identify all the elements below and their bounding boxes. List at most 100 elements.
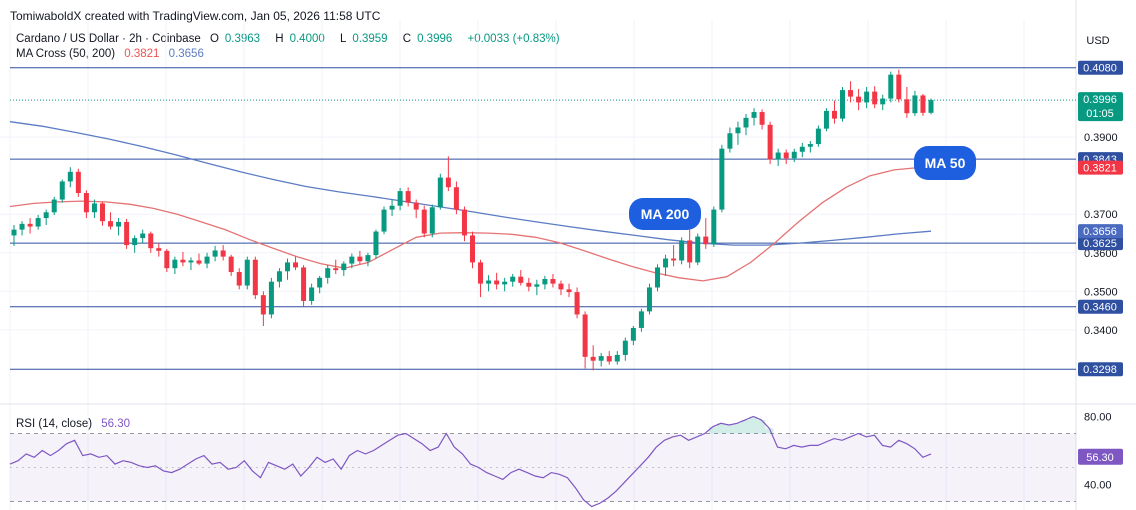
ma50-annotation-text: MA 50	[925, 155, 966, 171]
candle-body	[646, 287, 652, 312]
candle-body	[397, 191, 403, 206]
candle-body	[542, 278, 548, 285]
candle-body	[453, 187, 459, 210]
candle-body	[775, 152, 781, 160]
candle-body	[566, 289, 572, 293]
candle-body	[228, 256, 234, 273]
rsi-overbought-fill	[716, 423, 725, 434]
rsi-value-badge-text: 56.30	[1086, 452, 1114, 464]
price-tick-label: 0.3700	[1084, 209, 1118, 221]
level-badge: 0.3625	[1078, 236, 1123, 251]
candles	[11, 69, 934, 371]
candle-body	[156, 248, 162, 251]
candle-body	[325, 268, 331, 278]
ma50-value: 0.3821	[124, 48, 160, 60]
candle-body	[727, 133, 733, 149]
ma50-annotation: MA 50	[914, 146, 976, 180]
rsi-overbought-fill	[733, 423, 742, 434]
rsi-overbought-fill	[708, 426, 717, 434]
ma200-badge: 0.3656	[1078, 224, 1123, 239]
level-badge: 0.3460	[1078, 299, 1123, 314]
candle-body	[108, 221, 114, 227]
candle-body	[413, 202, 419, 210]
candle-body	[27, 223, 33, 227]
ohlc-low: L 0.3959	[339, 33, 388, 45]
candle-body	[252, 259, 258, 296]
candle-body	[655, 267, 661, 288]
candle-body	[244, 259, 250, 286]
rsi-axis-label: 80.00	[1084, 412, 1112, 424]
candle-body	[695, 236, 701, 263]
candle-body	[743, 117, 749, 128]
ma-cross-legend[interactable]: MA Cross (50, 200) 0.3821 0.3656	[16, 48, 210, 60]
symbol-name[interactable]: Cardano / US Dollar · 2h · Coinbase	[16, 33, 201, 45]
candle-body	[687, 240, 693, 263]
rsi-axis-label: 40.00	[1084, 480, 1112, 492]
candle-body	[148, 233, 154, 249]
candle-body	[445, 177, 451, 188]
ma200-value: 0.3656	[168, 48, 204, 60]
candle-body	[172, 259, 178, 269]
candle-body	[614, 354, 620, 362]
ma200-line	[9, 121, 932, 246]
candle-body	[91, 203, 97, 213]
price-tick-label: 0.3600	[1084, 248, 1118, 260]
candle-body	[268, 281, 274, 315]
level-badge-bg	[1078, 299, 1123, 314]
rsi-label: RSI (14, close)	[16, 418, 93, 430]
ma200-annotation-text: MA 200	[641, 206, 690, 222]
candle-body	[767, 124, 773, 160]
chart-credit: TomiwaboldX created with TradingView.com…	[10, 9, 381, 23]
candle-body	[140, 233, 146, 239]
candle-body	[132, 238, 138, 246]
candle-body	[799, 146, 805, 152]
candle-body	[848, 90, 854, 97]
candle-body	[301, 267, 307, 301]
candle-body	[59, 181, 65, 200]
candle-body	[719, 148, 725, 210]
level-badge: 0.3298	[1078, 362, 1123, 377]
candle-body	[831, 110, 837, 119]
candle-body	[888, 74, 894, 99]
candle-body	[807, 144, 813, 147]
candle-body	[470, 235, 475, 263]
candle-body	[196, 260, 202, 264]
candle-body	[357, 256, 363, 262]
rsi-overbought-fill	[749, 416, 758, 434]
candle-body	[679, 240, 685, 261]
candle-body	[550, 278, 556, 284]
candle-body	[751, 112, 757, 118]
price-tick-label: 0.3400	[1084, 325, 1118, 337]
level-badge-text: 0.3298	[1083, 364, 1117, 376]
ma50-annotation-bubble	[914, 146, 976, 180]
candle-body	[663, 258, 669, 268]
candle-body	[872, 91, 878, 105]
candle-body	[622, 340, 628, 355]
ma-cross-label: MA Cross (50, 200)	[16, 48, 116, 60]
rsi-legend[interactable]: RSI (14, close) 56.30	[16, 418, 136, 430]
candle-body	[630, 327, 636, 341]
rsi-overbought-fill	[765, 428, 774, 434]
candle-body	[896, 74, 902, 100]
candle-body	[518, 276, 524, 283]
rsi-value-badge-bg	[1078, 448, 1123, 465]
candle-body	[220, 250, 226, 257]
candle-body	[590, 356, 596, 361]
candle-body	[558, 283, 564, 290]
level-badge-bg	[1078, 60, 1123, 75]
candle-body	[67, 171, 73, 182]
ma200-badge-text: 0.3656	[1083, 226, 1117, 238]
candle-body	[711, 209, 717, 245]
candle-body	[880, 98, 886, 105]
candle-body	[51, 199, 57, 213]
candle-body	[502, 281, 508, 285]
candle-body	[638, 311, 644, 328]
candle-body	[735, 127, 741, 134]
candle-body	[606, 356, 612, 362]
candle-body	[373, 231, 379, 256]
candle-body	[333, 268, 339, 271]
candle-body	[75, 171, 81, 194]
currency-label: USD	[1086, 35, 1109, 47]
candle-body	[35, 218, 41, 227]
